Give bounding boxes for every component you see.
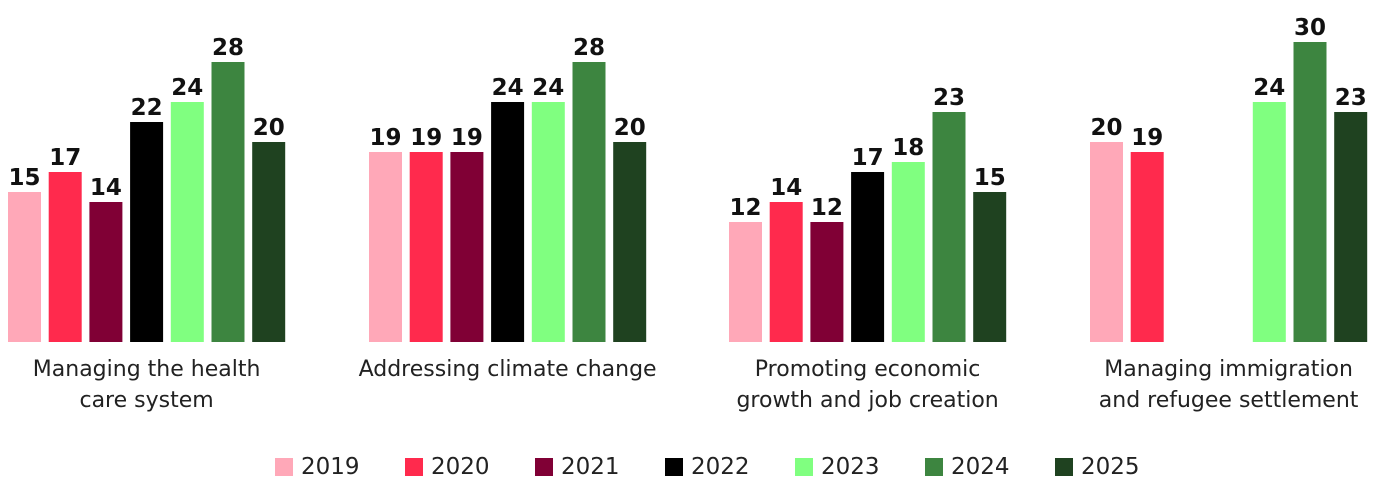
bar-2020-cat0 [48, 172, 82, 342]
category-label-3: Managing immigration and refugee settleme… [1099, 357, 1359, 413]
value-label-2024-cat3: 30 [1294, 15, 1326, 41]
value-label-2022-cat2: 17 [852, 145, 884, 171]
bar-2019-cat3 [1090, 142, 1123, 342]
value-label-2019-cat0: 15 [8, 165, 40, 191]
value-label-2019-cat2: 12 [729, 195, 761, 221]
category-label-line: growth and job creation [736, 388, 998, 413]
category-label-line: Managing immigration [1104, 357, 1353, 382]
bar-2021-cat0 [89, 202, 123, 342]
legend-label-2021: 2021 [561, 454, 620, 480]
value-label-2023-cat3: 24 [1253, 75, 1285, 101]
value-label-2021-cat2: 12 [811, 195, 843, 221]
bar-2021-cat2 [810, 222, 844, 342]
bar-2025-cat1 [613, 142, 647, 342]
category-label-line: Addressing climate change [359, 357, 657, 382]
value-label-2020-cat0: 17 [49, 145, 81, 171]
value-label-2020-cat1: 19 [410, 125, 442, 151]
value-label-2021-cat0: 14 [90, 175, 122, 201]
value-label-2023-cat2: 18 [892, 135, 924, 161]
bar-2020-cat3 [1130, 152, 1164, 342]
value-label-2024-cat2: 23 [933, 85, 965, 111]
legend-label-2020: 2020 [431, 454, 490, 480]
legend-label-2022: 2022 [691, 454, 750, 480]
legend-swatch-2023 [795, 458, 813, 476]
category-label-2: Promoting economic growth and job creatio… [736, 357, 998, 413]
bar-2020-cat2 [769, 202, 803, 342]
bar-2023-cat0 [170, 102, 204, 342]
value-label-2023-cat0: 24 [171, 75, 203, 101]
legend-swatch-2021 [535, 458, 553, 476]
bar-2025-cat0 [252, 142, 286, 342]
bar-2022-cat2 [851, 172, 885, 342]
bar-2023-cat1 [531, 102, 565, 342]
value-label-2024-cat1: 28 [573, 35, 605, 61]
legend-label-2024: 2024 [951, 454, 1010, 480]
value-label-2025-cat0: 20 [253, 115, 285, 141]
bar-2025-cat3 [1334, 112, 1368, 342]
legend-label-2025: 2025 [1081, 454, 1140, 480]
category-label-1: Addressing climate change [359, 357, 657, 382]
value-label-2020-cat2: 14 [770, 175, 802, 201]
category-labels-layer: Managing the health care system Addressing… [33, 357, 1359, 413]
value-label-2022-cat0: 22 [131, 95, 163, 121]
bars-layer [8, 42, 1368, 342]
value-labels-layer: 15 17 14 22 24 28 20 19 19 19 24 24 28 20 12 14 12 17 18 23… [8, 15, 1366, 221]
legend-label-2019: 2019 [301, 454, 360, 480]
legend-swatch-2020 [405, 458, 423, 476]
bar-2025-cat2 [973, 192, 1007, 342]
value-label-2019-cat1: 19 [369, 125, 401, 151]
category-label-line: Promoting economic [755, 357, 981, 382]
value-label-2023-cat1: 24 [532, 75, 564, 101]
bar-2024-cat0 [211, 62, 245, 342]
category-label-0: Managing the health care system [33, 357, 261, 413]
bar-2024-cat1 [572, 62, 606, 342]
bar-2021-cat1 [450, 152, 484, 342]
bar-2019-cat1 [369, 152, 402, 342]
legend-swatch-2022 [665, 458, 683, 476]
bar-2019-cat2 [729, 222, 762, 342]
bar-2020-cat1 [409, 152, 443, 342]
bar-2019-cat0 [8, 192, 41, 342]
value-label-2024-cat0: 28 [212, 35, 244, 61]
category-label-line: Managing the health [33, 357, 261, 382]
value-label-2025-cat3: 23 [1335, 85, 1367, 111]
legend-label-2023: 2023 [821, 454, 880, 480]
legend-swatch-2019 [275, 458, 293, 476]
value-label-2025-cat2: 15 [974, 165, 1006, 191]
value-label-2022-cat1: 24 [492, 75, 524, 101]
legend: 2019 2020 2021 2022 2023 2024 2025 [275, 454, 1140, 480]
bar-2022-cat1 [491, 102, 525, 342]
value-label-2020-cat3: 19 [1131, 125, 1163, 151]
legend-swatch-2024 [925, 458, 943, 476]
value-label-2019-cat3: 20 [1090, 115, 1122, 141]
category-label-line: care system [79, 388, 213, 413]
bar-2023-cat2 [891, 162, 925, 342]
bar-2023-cat3 [1252, 102, 1286, 342]
legend-swatch-2025 [1055, 458, 1073, 476]
bar-2024-cat2 [932, 112, 966, 342]
category-label-line: and refugee settlement [1099, 388, 1359, 413]
bar-2022-cat0 [130, 122, 164, 342]
value-label-2021-cat1: 19 [451, 125, 483, 151]
bar-2024-cat3 [1293, 42, 1327, 342]
value-label-2025-cat1: 20 [614, 115, 646, 141]
